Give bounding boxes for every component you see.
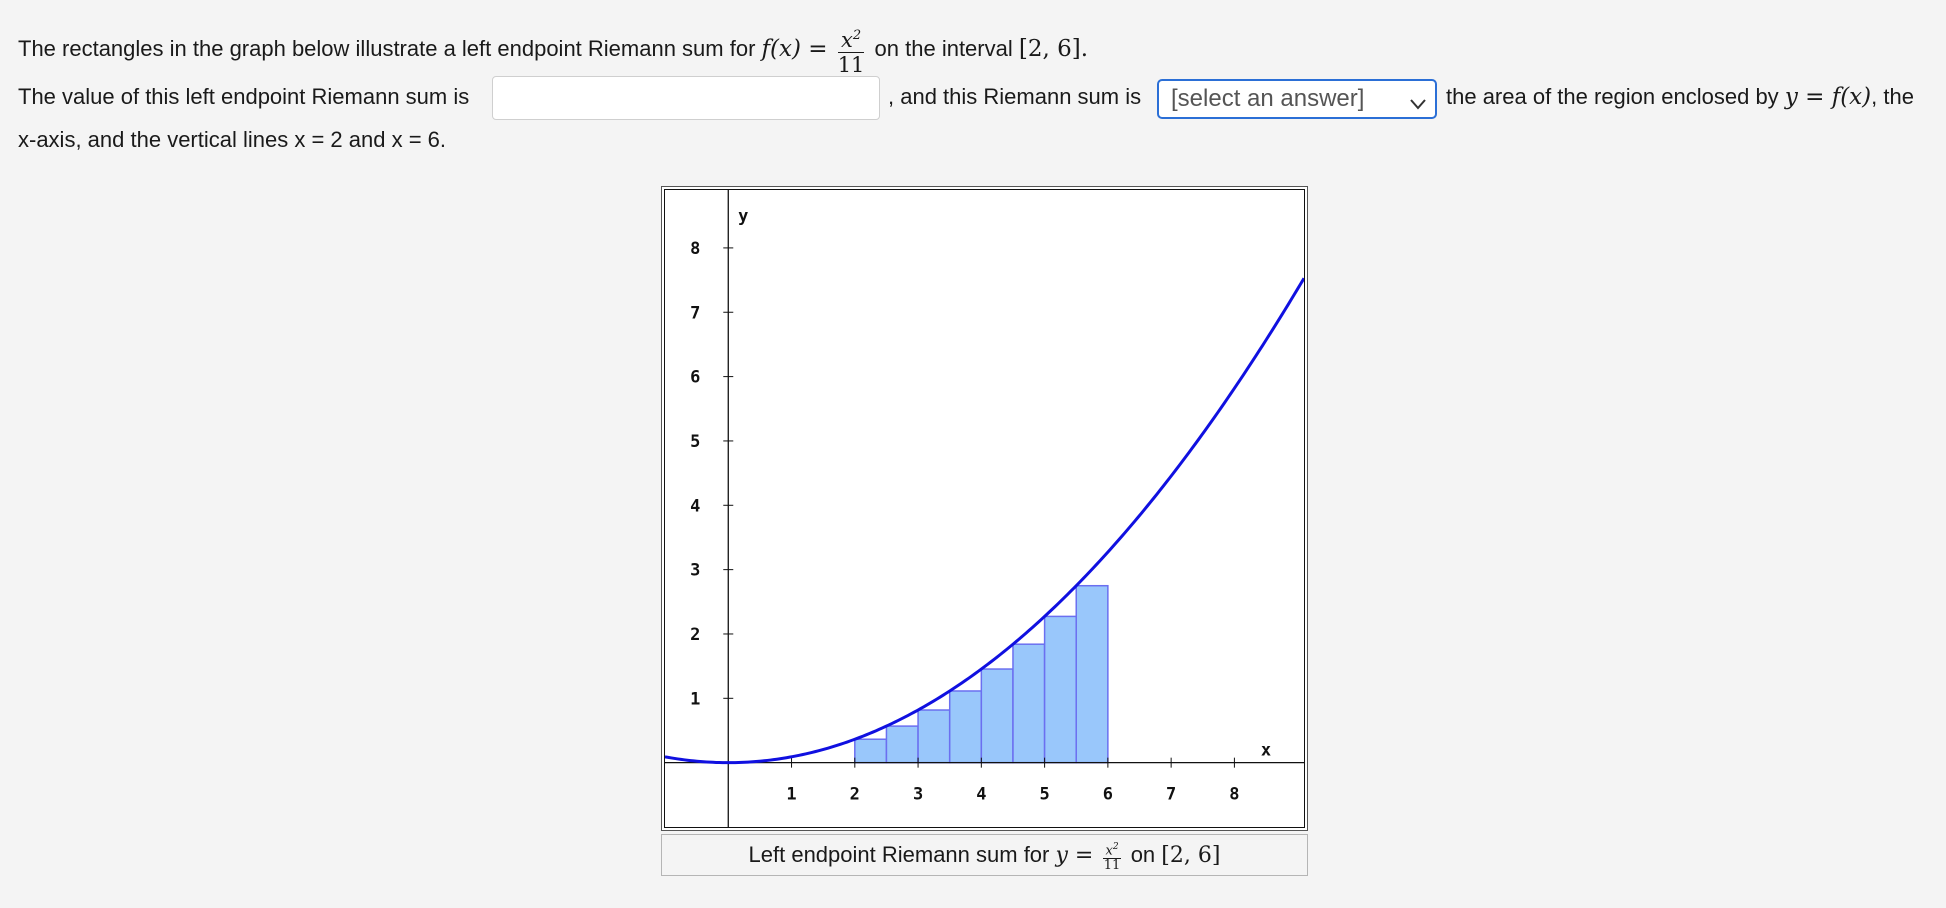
fx-denominator: 11 — [837, 52, 865, 77]
riemann-rect-6 — [1012, 643, 1046, 764]
riemann-rect-7 — [1043, 615, 1077, 764]
fx-fraction: x2 11 — [837, 24, 865, 77]
y-tick-label-2: 2 — [690, 625, 700, 645]
x-tick-label-2: 2 — [850, 785, 860, 805]
caption-denominator: 11 — [1103, 857, 1121, 873]
y-tick-label-5: 5 — [690, 432, 700, 452]
riemann-rect-5 — [980, 668, 1014, 764]
x-tick-label-1: 1 — [786, 785, 796, 805]
line2-mid: , and this Riemann sum is — [888, 84, 1142, 109]
x-tick-label-8: 8 — [1229, 785, 1239, 805]
y-tick-label-8: 8 — [690, 239, 700, 259]
fx-lhs: f(x) = — [761, 36, 828, 62]
question-line-1: The rectangles in the graph below illust… — [18, 22, 1089, 77]
riemann-chart-svg: 1 2 3 4 5 6 7 8 1 2 3 4 5 6 7 8 x y — [665, 190, 1304, 827]
line2-prefix: The value of this left endpoint Riemann … — [18, 84, 470, 109]
caption-numerator: x2 — [1103, 841, 1121, 859]
line1-mid: on the interval — [874, 36, 1013, 61]
graph-inner-border: 1 2 3 4 5 6 7 8 1 2 3 4 5 6 7 8 x y — [664, 189, 1305, 828]
caption-prefix: Left endpoint Riemann sum for — [748, 842, 1050, 867]
function-curve — [665, 277, 1304, 765]
riemann-rect-3 — [917, 709, 951, 764]
riemann-graph: 1 2 3 4 5 6 7 8 1 2 3 4 5 6 7 8 x y Left endpoint Riemann… — [661, 186, 1308, 876]
y-axis-label: y — [738, 207, 748, 227]
line2-suffix: the area of the region enclosed by — [1446, 84, 1779, 109]
riemann-rect-8 — [1075, 584, 1109, 764]
caption-y-eq: y = — [1055, 843, 1094, 868]
caption-fraction: x2 11 — [1103, 840, 1121, 873]
y-tick-label-1: 1 — [690, 689, 700, 709]
riemann-sum-answer-input[interactable] — [492, 76, 880, 120]
chevron-down-icon — [1409, 90, 1427, 118]
graph-caption: Left endpoint Riemann sum for y = x2 11 … — [661, 834, 1308, 876]
y-tick-label-3: 3 — [690, 561, 700, 581]
caption-interval: [2, 6] — [1161, 843, 1221, 868]
graph-frame: 1 2 3 4 5 6 7 8 1 2 3 4 5 6 7 8 x y — [661, 186, 1308, 831]
x-tick-label-4: 4 — [976, 785, 986, 805]
fx-numerator: x2 — [837, 24, 865, 53]
comparison-select-value: [select an answer] — [1171, 85, 1365, 112]
interval-text: [2, 6]. — [1018, 36, 1089, 62]
y-tick-label-4: 4 — [690, 496, 700, 516]
riemann-rect-2 — [885, 725, 919, 764]
riemann-rect-4 — [948, 690, 983, 764]
y-tick-label-7: 7 — [690, 303, 700, 323]
region-expr: y = f(x) — [1784, 84, 1872, 110]
x-tick-label-7: 7 — [1166, 785, 1176, 805]
y-tick-label-6: 6 — [690, 368, 700, 388]
x-tick-label-3: 3 — [913, 785, 923, 805]
caption-on: on — [1130, 842, 1156, 867]
x-tick-label-5: 5 — [1039, 785, 1049, 805]
line1-prefix: The rectangles in the graph below illust… — [18, 36, 756, 61]
line2-end: , the — [1871, 84, 1914, 109]
x-axis-label: x — [1261, 741, 1271, 761]
riemann-rect-1 — [854, 738, 888, 764]
comparison-select[interactable]: [select an answer] — [1157, 79, 1437, 119]
line3: x-axis, and the vertical lines x = 2 and… — [18, 127, 447, 152]
line2-suffix-wrap: the area of the region enclosed by y = f… — [1446, 84, 1914, 110]
x-tick-label-6: 6 — [1103, 785, 1113, 805]
